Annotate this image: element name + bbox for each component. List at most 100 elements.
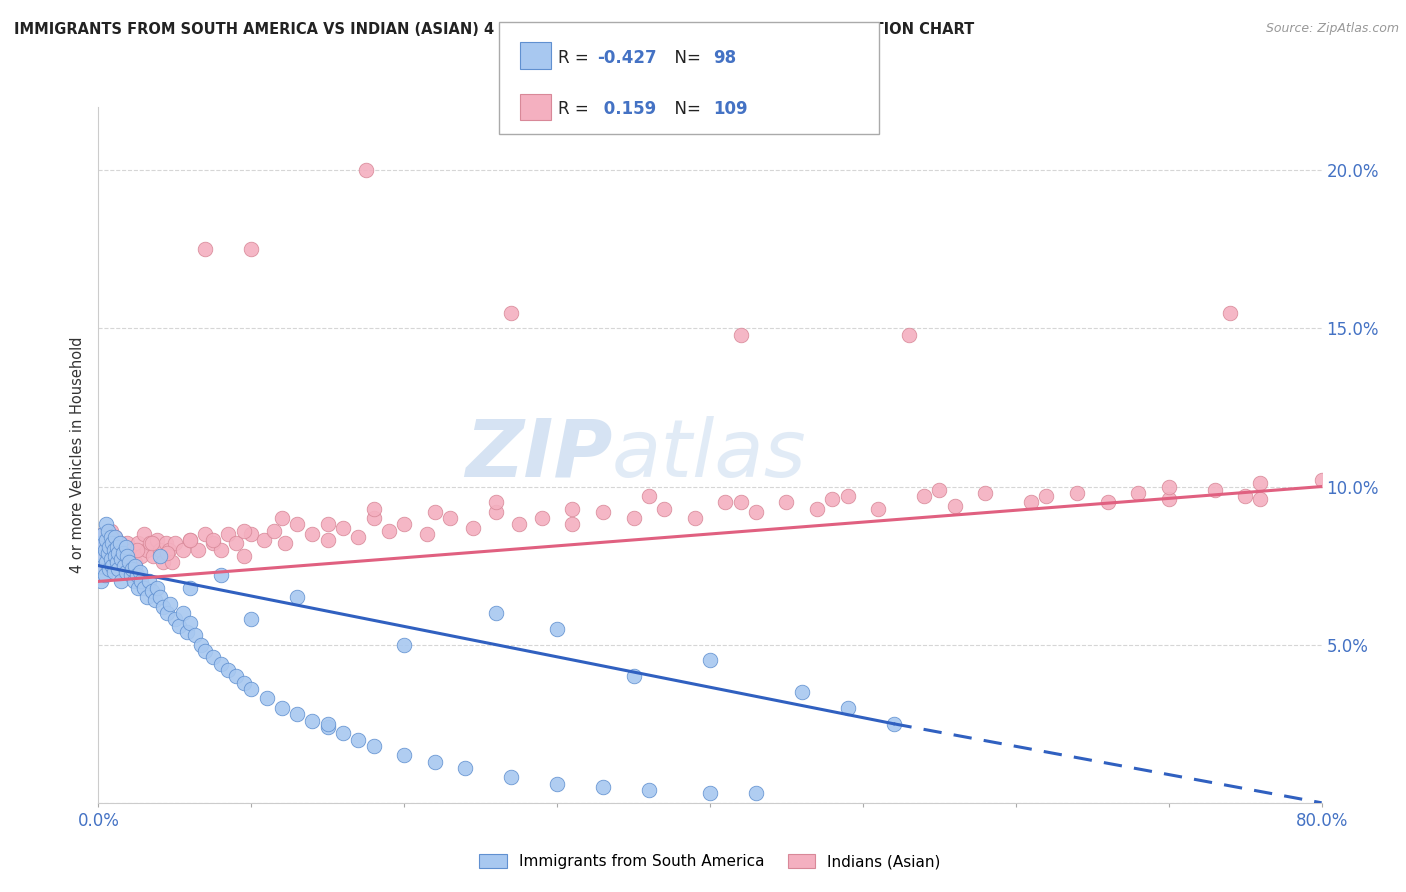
Point	[274, 536, 297, 550]
Point	[209, 568, 232, 582]
Point	[105, 556, 128, 570]
Point	[1204, 483, 1226, 497]
Point	[94, 517, 117, 532]
Point	[363, 501, 385, 516]
Point	[176, 625, 198, 640]
Point	[883, 716, 905, 731]
Point	[149, 542, 172, 557]
Point	[105, 542, 128, 557]
Point	[194, 243, 217, 257]
Point	[115, 565, 138, 579]
Point	[508, 517, 530, 532]
Point	[124, 558, 146, 573]
Point	[775, 495, 797, 509]
Point	[1019, 495, 1042, 509]
Point	[152, 599, 174, 614]
Point	[225, 536, 247, 550]
Point	[105, 556, 128, 570]
Point	[416, 527, 439, 541]
Point	[125, 568, 148, 582]
Point	[125, 542, 148, 557]
Point	[256, 691, 278, 706]
Point	[699, 653, 721, 667]
Point	[730, 495, 752, 509]
Point	[97, 524, 120, 538]
Point	[134, 581, 156, 595]
Point	[115, 540, 138, 554]
Point	[97, 546, 120, 560]
Point	[100, 552, 122, 566]
Point	[240, 612, 263, 626]
Point	[115, 556, 138, 570]
Point	[301, 527, 323, 541]
Point	[124, 556, 146, 570]
Point	[190, 638, 212, 652]
Point	[90, 549, 112, 563]
Point	[141, 536, 163, 550]
Point	[156, 546, 179, 560]
Point	[145, 533, 167, 548]
Point	[94, 556, 117, 570]
Point	[97, 533, 120, 548]
Point	[270, 701, 292, 715]
Point	[98, 542, 121, 557]
Point	[163, 536, 186, 550]
Point	[485, 606, 508, 620]
Point	[217, 527, 239, 541]
Point	[546, 622, 568, 636]
Point	[100, 524, 122, 538]
Point	[93, 542, 115, 557]
Point	[301, 714, 323, 728]
Point	[501, 771, 523, 785]
Text: 0.159: 0.159	[598, 100, 655, 118]
Point	[1128, 486, 1150, 500]
Point	[316, 517, 339, 532]
Point	[90, 536, 112, 550]
Text: 109: 109	[713, 100, 748, 118]
Point	[117, 549, 139, 563]
Point	[637, 489, 661, 503]
Point	[501, 305, 523, 319]
Point	[128, 565, 150, 579]
Text: R =: R =	[558, 100, 595, 118]
Point	[837, 701, 859, 715]
Point	[91, 549, 114, 563]
Point	[100, 530, 122, 544]
Point	[652, 501, 675, 516]
Point	[107, 546, 129, 560]
Point	[1249, 492, 1271, 507]
Point	[104, 530, 127, 544]
Point	[112, 542, 135, 557]
Point	[194, 527, 217, 541]
Point	[745, 505, 768, 519]
Point	[93, 542, 115, 557]
Point	[91, 558, 114, 573]
Text: -0.427: -0.427	[598, 48, 657, 67]
Point	[332, 726, 354, 740]
Point	[149, 591, 172, 605]
Point	[143, 593, 166, 607]
Point	[202, 650, 225, 665]
Point	[240, 527, 263, 541]
Point	[439, 511, 461, 525]
Point	[179, 533, 201, 548]
Point	[806, 501, 828, 516]
Point	[1249, 476, 1271, 491]
Point	[974, 486, 997, 500]
Point	[172, 606, 194, 620]
Point	[139, 536, 162, 550]
Point	[160, 556, 183, 570]
Point	[332, 521, 354, 535]
Text: N=: N=	[664, 100, 706, 118]
Point	[152, 556, 174, 570]
Point	[122, 574, 145, 589]
Point	[790, 685, 813, 699]
Point	[485, 495, 508, 509]
Point	[145, 581, 167, 595]
Point	[120, 568, 142, 582]
Point	[316, 533, 339, 548]
Point	[423, 505, 446, 519]
Point	[111, 546, 134, 560]
Point	[1219, 305, 1241, 319]
Point	[1157, 479, 1180, 493]
